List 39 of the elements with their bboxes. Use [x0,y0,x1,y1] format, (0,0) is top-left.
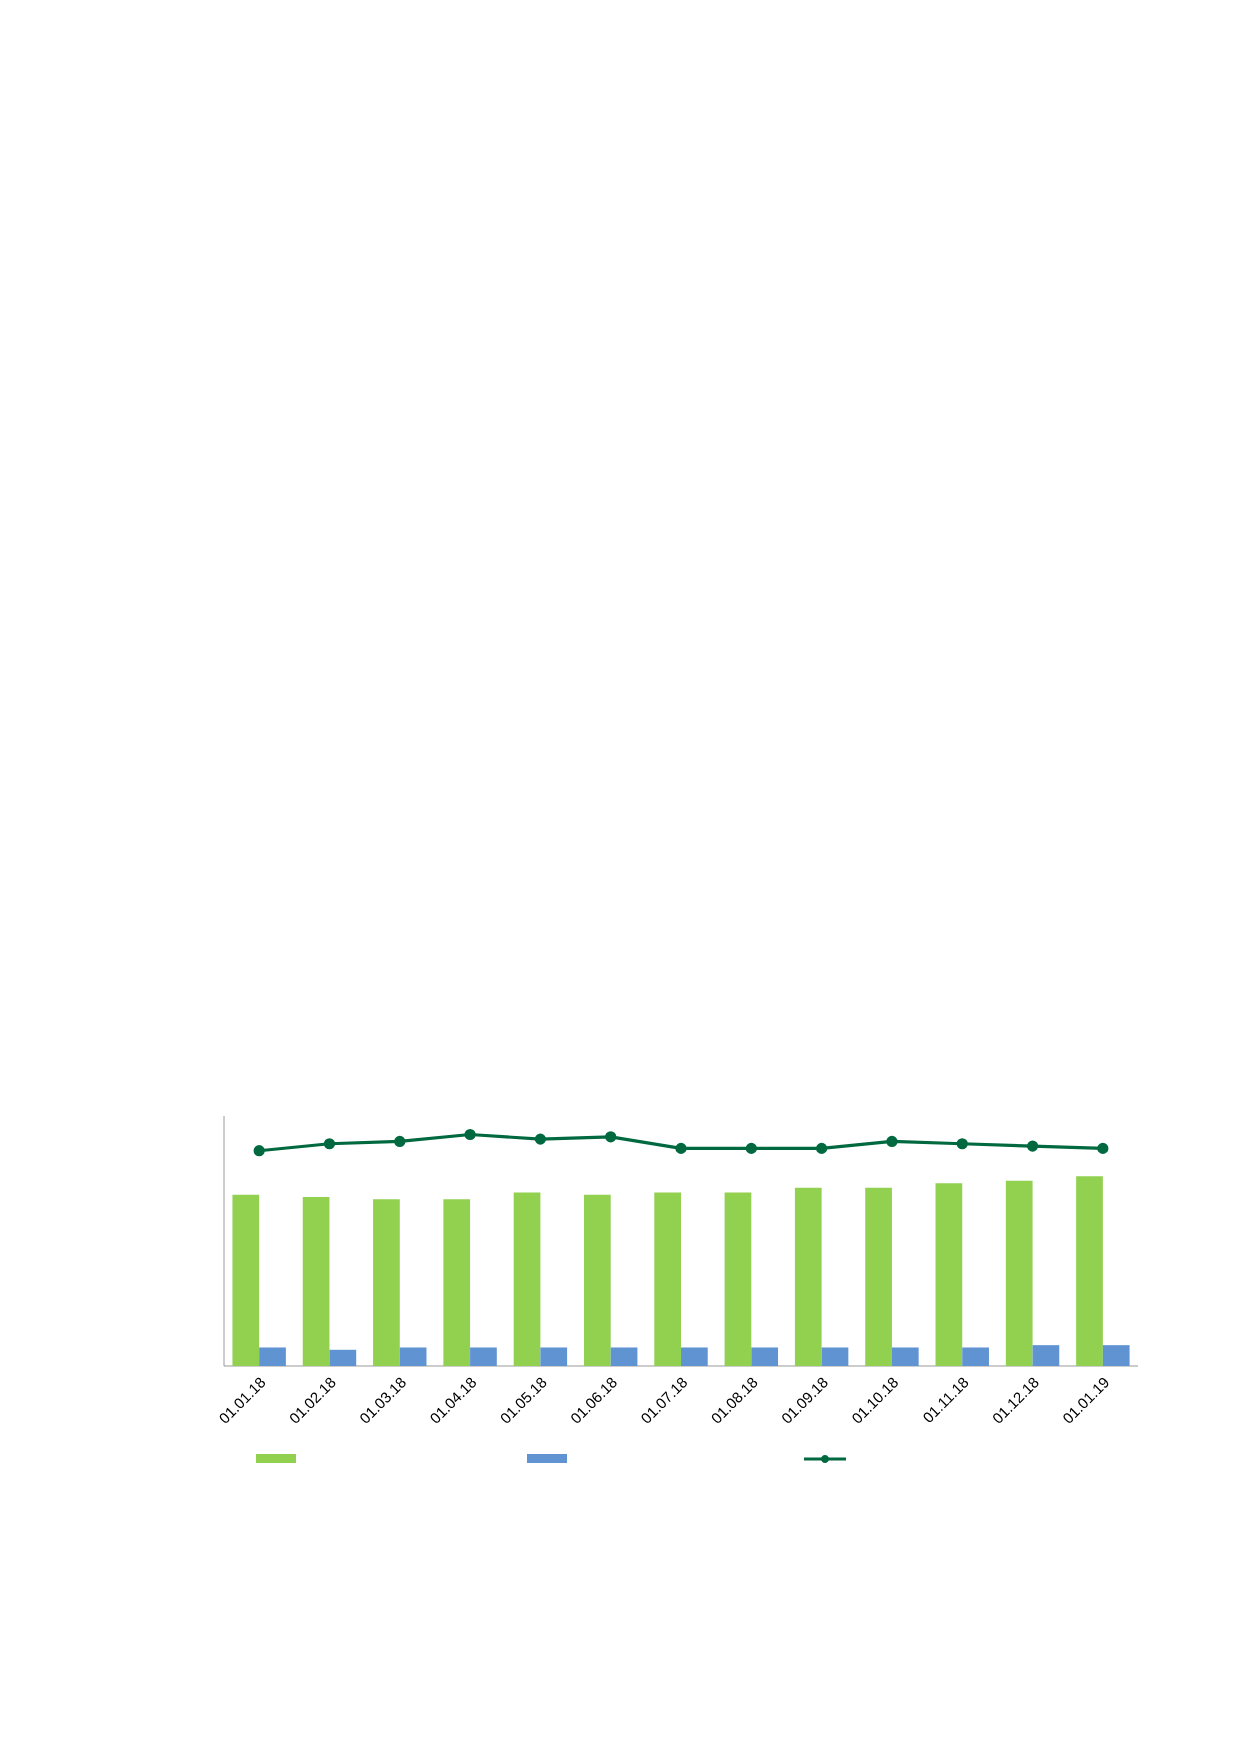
point [534,1133,546,1145]
point [956,1138,968,1150]
point [464,1128,476,1141]
point [886,1135,898,1148]
point [1097,1142,1109,1154]
bar [443,1199,471,1366]
bar [865,1187,892,1366]
bar [259,1347,286,1366]
point [323,1138,336,1150]
bar [302,1197,330,1366]
bar [513,1192,541,1366]
bar [1005,1180,1033,1366]
bar [540,1347,568,1366]
bar [1076,1176,1103,1366]
point [394,1135,406,1148]
point [745,1142,757,1154]
bar [821,1347,849,1366]
bar [891,1347,919,1366]
bar [610,1347,638,1366]
bar [654,1192,682,1366]
point [816,1142,828,1154]
bar [794,1187,822,1366]
point [1026,1140,1039,1152]
bar [681,1347,708,1366]
bar [1102,1345,1130,1366]
bar [583,1194,611,1366]
point [605,1131,617,1143]
bar [1032,1345,1060,1366]
bar [399,1347,427,1366]
point [675,1142,687,1154]
bar [470,1347,497,1366]
bar [935,1183,963,1366]
point [253,1145,265,1157]
bar [232,1194,260,1366]
bar [329,1349,357,1366]
bar [373,1199,400,1366]
bar [962,1347,989,1366]
bar [751,1347,779,1366]
bar [724,1192,752,1366]
